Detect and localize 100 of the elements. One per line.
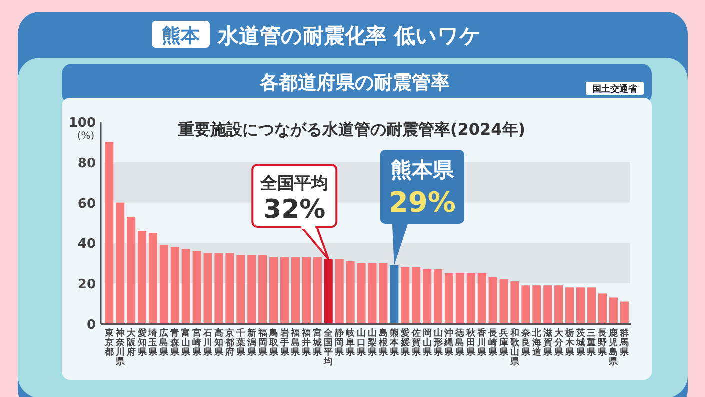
bar (609, 298, 618, 324)
x-tick-label: 秋田県 (466, 328, 477, 358)
x-tick-label: 岐阜県 (345, 328, 356, 358)
bar (236, 255, 246, 324)
x-tick-label: 奈良県 (520, 328, 532, 358)
x-tick-label: 和歌山県 (510, 328, 520, 368)
bar (554, 286, 564, 324)
x-tick-label: 佐賀県 (410, 328, 422, 358)
x-tick-label: 山形県 (432, 328, 444, 358)
chart-title: 熊本 水道管の耐震化率 低いワケ (162, 24, 482, 48)
bar (532, 286, 542, 324)
bar (346, 261, 355, 324)
bar (544, 286, 552, 324)
x-tick-label: 北海道 (531, 328, 542, 358)
x-tick-label: 千葉県 (235, 328, 246, 358)
x-tick-label: 香川県 (476, 328, 488, 358)
bar (423, 269, 432, 324)
annotation: 全国平均 32% (260, 174, 329, 225)
bar (466, 274, 476, 324)
bar (357, 263, 366, 324)
bar (148, 233, 158, 324)
bar (379, 263, 388, 324)
bar (488, 278, 498, 324)
y-tick-label: 100 (68, 116, 96, 131)
x-tick-label: 茨城県 (575, 328, 586, 358)
bar (116, 202, 125, 324)
x-tick-label: 富山県 (180, 328, 192, 358)
x-tick-label: 愛知県 (136, 328, 148, 358)
bar (620, 302, 629, 324)
x-tick-label: 滋賀県 (542, 328, 554, 358)
bar (510, 282, 520, 324)
bar (214, 253, 224, 324)
y-tick-label: 0 (86, 318, 96, 333)
bar (335, 259, 344, 324)
x-tick-label: 静岡県 (334, 328, 346, 358)
x-tick-label: 岡山県 (422, 328, 433, 358)
bar (522, 286, 530, 324)
x-tick-label: 山口県 (356, 328, 368, 358)
bar (576, 288, 586, 324)
x-tick-label: 神奈川県 (114, 328, 126, 368)
bar (270, 257, 278, 324)
bar (500, 280, 508, 324)
y-tick-label: 80 (78, 156, 96, 172)
annotation: 熊本県 29% (388, 158, 456, 219)
y-axis-title: (%) (77, 131, 95, 142)
x-tick-label: 宮崎県 (192, 328, 203, 358)
bar (226, 253, 234, 324)
x-tick-label: 青森県 (170, 328, 181, 358)
x-tick-label: 福井県 (301, 328, 312, 358)
bar (280, 257, 290, 324)
y-tick-label: 40 (78, 237, 96, 252)
bar (456, 274, 464, 324)
bar (291, 257, 300, 324)
x-tick-label: 宮城県 (312, 328, 324, 358)
bar (598, 294, 607, 324)
x-tick-label: 岩手県 (279, 328, 290, 358)
bar (160, 245, 168, 324)
x-tick-label: 東京都 (104, 328, 115, 358)
bar (105, 142, 114, 324)
bar (412, 267, 421, 324)
x-tick-label: 福島県 (290, 328, 302, 358)
bar (368, 263, 377, 324)
bar (444, 274, 454, 324)
x-tick-label: 山梨県 (366, 328, 378, 358)
x-tick-label: 長野県 (597, 328, 608, 358)
bar (138, 231, 147, 324)
x-tick-label: 長崎県 (488, 328, 499, 358)
bar (170, 247, 180, 324)
x-tick-label: 福岡県 (257, 328, 268, 358)
bar (204, 253, 212, 324)
text: 国土交通省 (592, 84, 638, 95)
x-tick-label: 京都府 (224, 328, 234, 358)
x-tick-label: 鳥取県 (268, 328, 280, 358)
x-tick-label: 大分県 (553, 328, 564, 358)
x-tick-label: 愛媛県 (400, 328, 411, 358)
bar (182, 249, 190, 324)
x-tick-label: 群馬県 (619, 328, 630, 358)
x-tick-label: 三重県 (586, 329, 598, 358)
bar (192, 251, 202, 324)
x-tick-label: 大阪府 (126, 328, 137, 358)
x-tick-label: 沖縄県 (444, 328, 455, 358)
bar (258, 255, 268, 324)
bar (566, 288, 574, 324)
bar (401, 267, 410, 324)
x-tick-label: 石川県 (202, 328, 214, 358)
bar (587, 288, 596, 324)
x-tick-label: 徳島県 (454, 328, 466, 358)
x-tick-label: 兵庫県 (498, 328, 510, 358)
chart-subtitle: 各都道府県の耐震管率 (259, 72, 450, 94)
bar (127, 216, 136, 324)
x-tick-label: 埼玉県 (148, 328, 159, 358)
x-tick-label: 島根県 (378, 328, 389, 358)
x-tick-label: 鹿児島県 (608, 328, 620, 368)
bar (248, 255, 256, 324)
bar (434, 269, 443, 324)
x-tick-label: 広島県 (158, 328, 170, 358)
x-tick-label: 新潟県 (246, 328, 258, 358)
x-tick-label: 全国平均 (323, 328, 334, 368)
x-tick-label: 熊本県 (388, 328, 400, 358)
y-tick-label: 60 (78, 196, 96, 212)
